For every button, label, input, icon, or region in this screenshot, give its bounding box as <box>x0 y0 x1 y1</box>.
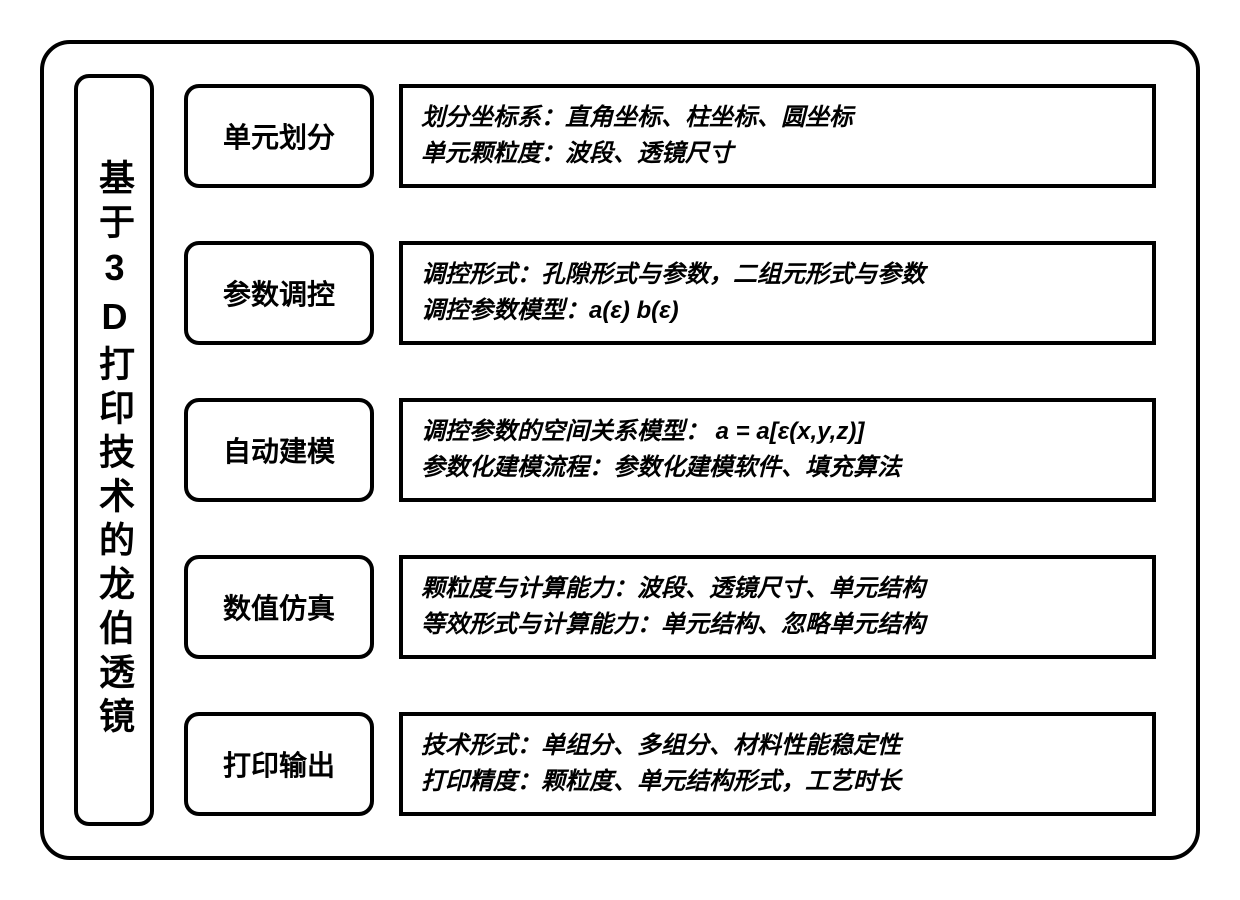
content-line: 划分坐标系：直角坐标、柱坐标、圆坐标 <box>421 100 1134 136</box>
row-content: 颗粒度与计算能力：波段、透镜尺寸、单元结构 等效形式与计算能力：单元结构、忽略单… <box>399 555 1156 659</box>
content-line: 打印精度：颗粒度、单元结构形式，工艺时长 <box>421 764 1134 800</box>
diagram-row: 打印输出 技术形式：单组分、多组分、材料性能稳定性 打印精度：颗粒度、单元结构形… <box>184 712 1156 816</box>
title-column: 基于3D打印技术的龙伯透镜 <box>74 74 154 826</box>
row-label: 数值仿真 <box>184 555 374 659</box>
diagram-row: 参数调控 调控形式：孔隙形式与参数，二组元形式与参数 调控参数模型：a(ε) b… <box>184 241 1156 345</box>
content-line: 等效形式与计算能力：单元结构、忽略单元结构 <box>421 607 1134 643</box>
row-label: 打印输出 <box>184 712 374 816</box>
diagram-row: 单元划分 划分坐标系：直角坐标、柱坐标、圆坐标 单元颗粒度：波段、透镜尺寸 <box>184 84 1156 188</box>
diagram-title: 基于3D打印技术的龙伯透镜 <box>96 159 132 741</box>
content-line: 参数化建模流程：参数化建模软件、填充算法 <box>421 450 1134 486</box>
content-line: 颗粒度与计算能力：波段、透镜尺寸、单元结构 <box>421 571 1134 607</box>
content-line: 技术形式：单组分、多组分、材料性能稳定性 <box>421 728 1134 764</box>
row-content: 划分坐标系：直角坐标、柱坐标、圆坐标 单元颗粒度：波段、透镜尺寸 <box>399 84 1156 188</box>
diagram-row: 数值仿真 颗粒度与计算能力：波段、透镜尺寸、单元结构 等效形式与计算能力：单元结… <box>184 555 1156 659</box>
content-line: 调控形式：孔隙形式与参数，二组元形式与参数 <box>421 257 1134 293</box>
row-content: 调控形式：孔隙形式与参数，二组元形式与参数 调控参数模型：a(ε) b(ε) <box>399 241 1156 345</box>
content-line: 调控参数的空间关系模型： a = a[ε(x,y,z)] <box>421 414 1134 450</box>
row-label: 自动建模 <box>184 398 374 502</box>
row-content: 调控参数的空间关系模型： a = a[ε(x,y,z)] 参数化建模流程：参数化… <box>399 398 1156 502</box>
row-content: 技术形式：单组分、多组分、材料性能稳定性 打印精度：颗粒度、单元结构形式，工艺时… <box>399 712 1156 816</box>
content-line: 调控参数模型：a(ε) b(ε) <box>421 293 1134 329</box>
diagram-container: 基于3D打印技术的龙伯透镜 单元划分 划分坐标系：直角坐标、柱坐标、圆坐标 单元… <box>40 40 1200 860</box>
row-label: 单元划分 <box>184 84 374 188</box>
row-label: 参数调控 <box>184 241 374 345</box>
content-line: 单元颗粒度：波段、透镜尺寸 <box>421 136 1134 172</box>
rows-column: 单元划分 划分坐标系：直角坐标、柱坐标、圆坐标 单元颗粒度：波段、透镜尺寸 参数… <box>184 74 1156 826</box>
diagram-row: 自动建模 调控参数的空间关系模型： a = a[ε(x,y,z)] 参数化建模流… <box>184 398 1156 502</box>
